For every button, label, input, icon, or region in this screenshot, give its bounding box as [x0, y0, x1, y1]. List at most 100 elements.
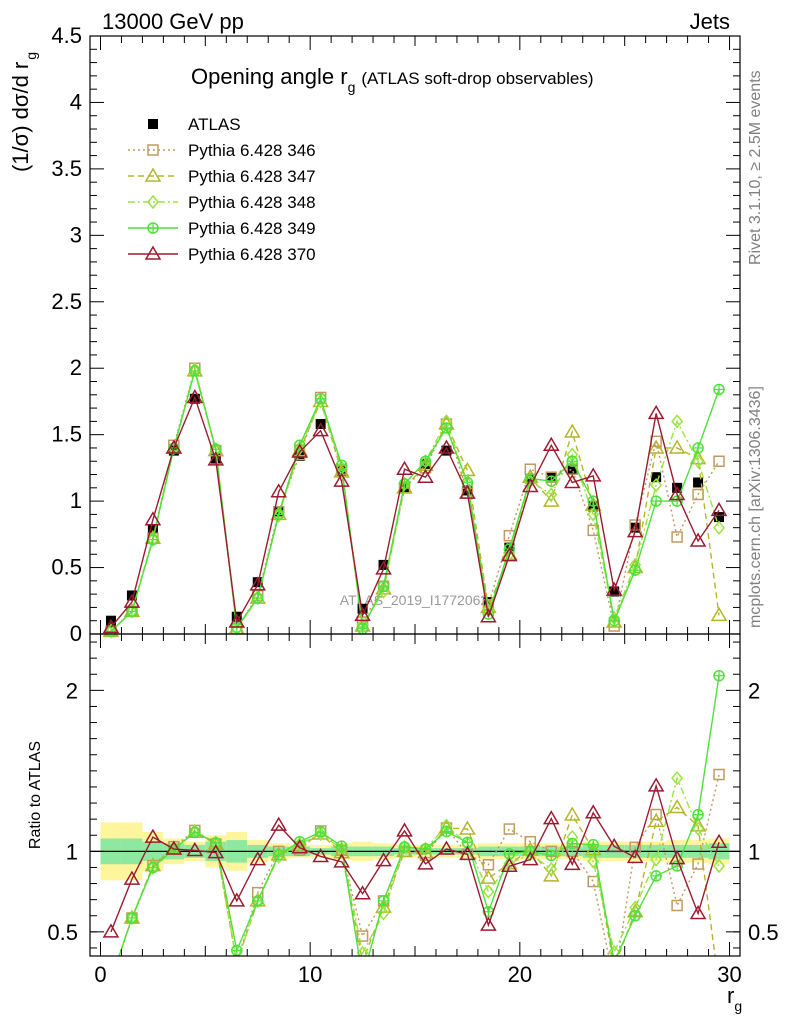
ratio-series-5-point-8 — [270, 816, 288, 831]
series-0-point-22 — [567, 464, 578, 475]
ratio-ytick-label-right: 2 — [748, 678, 760, 703]
series-5-point-21 — [542, 436, 560, 452]
series-3-point-10 — [314, 394, 327, 409]
ratio-series-4-point-13 — [377, 895, 390, 907]
series-5-point-6 — [228, 613, 246, 628]
ratio-series-1-point-12 — [356, 930, 369, 942]
ratio-series-3-point-29 — [713, 858, 726, 874]
ratio-series-3-point-2 — [146, 860, 159, 875]
series-5-point-9 — [291, 443, 308, 458]
series-2-point-22 — [563, 423, 581, 438]
main-ytick-label: 2.5 — [51, 289, 82, 314]
series-2-point-13 — [375, 580, 392, 595]
series-5-point-5 — [207, 451, 225, 466]
ratio-series-2-point-21 — [542, 867, 560, 882]
legend: ATLAS Pythia 6.428 346 Pythia 6.428 347 Pyt… — [128, 115, 316, 264]
series-3-point-7 — [251, 590, 264, 606]
chart-title: Opening angle rg (ATLAS soft-drop observa… — [191, 64, 593, 95]
ratio-series-4-point-2 — [147, 861, 159, 874]
ratio-series-4-point-14 — [398, 841, 411, 853]
ratio-series-5-point-23 — [584, 804, 602, 819]
ratio-series-2-point-22 — [563, 806, 581, 821]
ratio-series-5-point-7 — [249, 851, 267, 866]
x-tick-label: 0 — [94, 962, 106, 987]
ratio-series-4-point-25 — [629, 910, 641, 922]
ratio-series-5-point-28 — [689, 905, 707, 920]
legend-label-4: Pythia 6.428 349 — [188, 219, 316, 238]
x-axis-label-main: r — [727, 983, 734, 1008]
main-ytick-label: 1 — [70, 488, 82, 513]
header-left: 13000 GeV pp — [102, 9, 244, 34]
legend-entry-1: Pythia 6.428 346 — [128, 141, 316, 160]
ratio-series-5-point-24 — [605, 837, 623, 853]
series-0 — [105, 393, 725, 626]
ratio-series-3 — [118, 770, 726, 956]
series-4-point-16 — [440, 422, 453, 434]
ratio-series-5-point-11 — [333, 853, 350, 868]
series-5-point-27 — [668, 485, 686, 501]
ratio-series-4-point-7 — [251, 895, 264, 907]
ratio-series-5-point-12 — [354, 885, 371, 900]
ratio-series-4-point-10 — [314, 826, 327, 838]
series-3-point-17 — [461, 476, 474, 492]
series-4-point-8 — [272, 508, 285, 521]
ratio-series-5-point-17 — [459, 845, 476, 861]
ratio-axis-label: Ratio to ATLAS — [27, 741, 44, 849]
ratio-series-3-point-28 — [692, 821, 705, 836]
series-5-point-2 — [144, 511, 162, 526]
ratio-series-4-point-28 — [692, 808, 704, 821]
series-2-point-26 — [647, 439, 665, 454]
series-3-point-28 — [692, 454, 705, 469]
series-3-point-8 — [272, 508, 285, 523]
ratio-series-4-point-29 — [713, 669, 725, 682]
legend-label-1: Pythia 6.428 346 — [188, 141, 316, 160]
ratio-series-3-point-24 — [608, 944, 621, 956]
ratio-series-5 — [102, 777, 728, 938]
series-4-point-10 — [314, 393, 327, 405]
series-4-point-12 — [356, 622, 369, 635]
y-axis-label: (1/σ) dσ/d r g — [8, 52, 39, 172]
legend-marker-1 — [147, 144, 159, 156]
series-5-point-28 — [689, 532, 707, 547]
series-5-point-18 — [480, 608, 497, 623]
ratio-series-5-point-1 — [123, 870, 141, 885]
main-ytick-label: 0.5 — [51, 555, 82, 580]
legend-label-0: ATLAS — [188, 115, 241, 134]
series-3-point-29 — [713, 520, 726, 535]
ratio-series-2 — [118, 798, 716, 956]
series-3-point-27 — [671, 414, 684, 429]
ratio-series-4-point-22 — [566, 837, 579, 850]
series-5-point-15 — [417, 468, 434, 483]
x-axis-label-sub: g — [734, 998, 742, 1014]
series-5-point-23 — [584, 467, 602, 482]
ratio-series-3-point-1 — [125, 910, 138, 926]
series-5-point-3 — [165, 439, 183, 454]
ratio-series-5-point-14 — [396, 822, 413, 837]
ratio-series-3-point-26 — [650, 852, 663, 867]
series-5-line — [110, 395, 720, 628]
series-2-point-17 — [459, 462, 476, 477]
ratio-series-2-point-17 — [459, 820, 476, 835]
ratio-series-5-point-4 — [186, 841, 204, 857]
series-2-point-29 — [710, 606, 728, 622]
series-5-point-19 — [501, 547, 518, 562]
series-5-point-26 — [647, 404, 665, 420]
main-ytick-label: 2 — [70, 355, 82, 380]
series-5-point-10 — [312, 422, 329, 437]
legend-entry-5: Pythia 6.428 370 — [128, 245, 316, 264]
ratio-series-5-point-22 — [563, 855, 581, 871]
ratio-series-5-point-3 — [165, 840, 183, 855]
series-5-point-14 — [396, 460, 413, 475]
x-tick-label: 10 — [298, 962, 322, 987]
legend-label-2: Pythia 6.428 347 — [188, 167, 316, 186]
ratio-series-5-point-5 — [207, 844, 225, 859]
series-4-point-1 — [126, 605, 138, 618]
series-5-point-0 — [102, 618, 120, 634]
series-5-point-12 — [354, 606, 371, 622]
series-3-point-2 — [146, 532, 159, 547]
series-5-point-13 — [375, 560, 392, 575]
main-ytick-label: 1.5 — [51, 422, 82, 447]
x-axis-label: rg — [727, 983, 742, 1014]
ratio-series-5-point-13 — [375, 852, 392, 867]
ratio-series-4 — [118, 669, 725, 956]
